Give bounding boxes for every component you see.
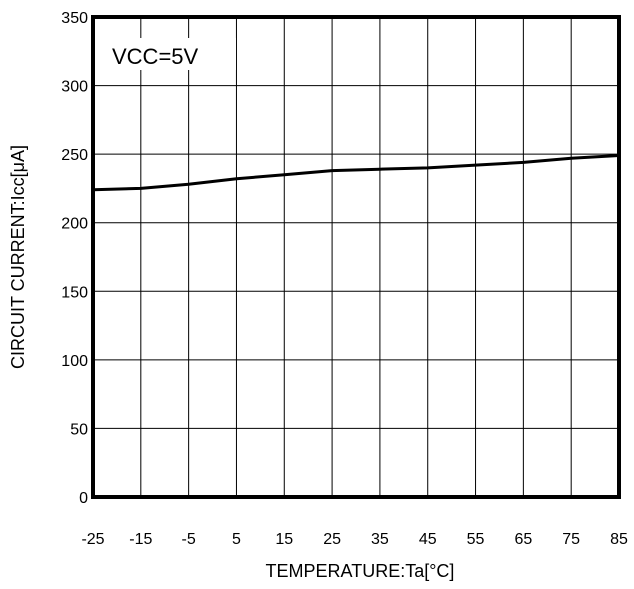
x-tick-label-10: 75 [562,531,580,548]
x-tick-label-8: 55 [467,531,485,548]
y-tick-label-3: 150 [61,284,88,301]
y-tick-label-5: 250 [61,147,88,164]
x-tick-label-4: 15 [275,531,293,548]
y-tick-label-2: 100 [61,353,88,370]
y-tick-label-0: 0 [79,490,88,507]
y-tick-labels: 0 50 100 150 200 250 300 350 [61,10,88,507]
x-axis-label: TEMPERATURE:Ta[°C] [266,561,455,581]
x-tick-labels: -25 -15 -5 5 15 25 35 45 55 65 75 85 [81,531,628,548]
grid-lines [92,16,620,498]
series-line-0 [92,154,620,192]
x-tick-label-0: -25 [81,531,104,548]
y-tick-label-7: 350 [61,10,88,27]
annotation-vcc: VCC=5V [112,44,199,69]
series-line-group [92,154,620,192]
x-tick-label-9: 65 [514,531,532,548]
plot-frame [91,15,621,499]
x-tick-label-3: 5 [232,531,241,548]
x-tick-label-5: 25 [323,531,341,548]
y-axis-label: CIRCUIT CURRENT:Icc[μA] [8,145,28,369]
y-tick-label-6: 300 [61,79,88,96]
x-tick-label-6: 35 [371,531,389,548]
x-tick-label-7: 45 [419,531,437,548]
x-tick-label-1: -15 [129,531,152,548]
annotation-background [104,38,236,70]
y-tick-label-1: 50 [70,421,88,438]
x-tick-label-11: 85 [610,531,628,548]
x-tick-label-2: -5 [182,531,196,548]
y-tick-label-4: 200 [61,216,88,233]
